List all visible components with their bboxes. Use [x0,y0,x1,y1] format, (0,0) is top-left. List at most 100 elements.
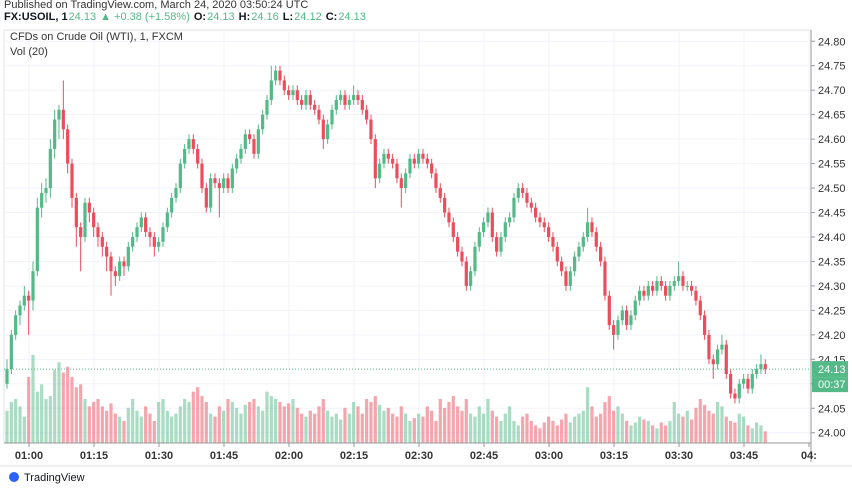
candle-body [178,163,182,189]
volume-bar [31,355,35,443]
volume-bar [508,406,512,443]
candle-body [642,290,646,296]
volume-bar [577,413,581,443]
candle-body [534,207,538,218]
published: Published on TradingView.com, March 24, … [4,0,308,11]
candle-body [716,349,720,365]
candle-body [564,271,568,286]
volume-bar [590,406,594,443]
volume-bar [469,413,473,443]
volume-bar [252,399,256,443]
candles [5,65,767,404]
volume-bar [759,425,763,443]
volume-bar [620,413,624,443]
candle-body [646,285,650,296]
volume [5,355,767,443]
candle-body [122,261,126,267]
candle-body [31,271,35,301]
candle-body [83,202,87,237]
candle-body [217,183,221,189]
volume-bar [35,391,39,443]
candle-body [586,222,590,237]
candle-body [109,256,113,272]
volume-bar [586,387,590,443]
volume-bar [703,404,707,443]
x-tick-label: 02:00 [275,450,303,462]
volume-bar [716,401,720,443]
candle-body [144,217,148,233]
volume-bar [139,416,143,443]
candle-body [157,241,161,247]
candle-body [347,99,351,105]
candle-body [599,246,603,262]
candle-body [551,236,555,247]
volume-bar [334,413,338,443]
x-tick-label: 04: [801,450,817,462]
candle-body [148,232,152,237]
x-tick-label: 02:45 [470,450,498,462]
y-tick-label: 24.55 [818,159,846,171]
candle-body [87,202,91,213]
volume-bar [421,416,425,443]
candle-body [352,95,356,100]
candle-body [74,197,78,228]
volume-bar [187,401,191,443]
candle-body [391,158,395,164]
candle-body [399,178,403,189]
candle-body [321,119,325,140]
candle-body [469,271,473,286]
candle-body [694,290,698,301]
candle-body [239,148,243,159]
candle-body [265,99,269,115]
volume-bar [365,399,369,443]
candle-body [126,246,130,267]
volume-bar [395,416,399,443]
volume-bar [473,416,477,443]
volume-bar [100,406,104,443]
brand: TradingView [24,472,85,484]
candle-body [165,212,169,228]
axes: 24.0024.0524.1024.1524.2024.2524.3024.35… [4,36,848,462]
volume-bar [239,413,243,443]
candle-body [235,158,239,169]
volume-bar [105,410,109,443]
volume-bar [204,401,208,443]
logo [9,472,19,482]
candle-body [482,222,486,233]
candle-body [755,369,759,375]
candle-body [313,104,317,110]
y-tick-label: 24.20 [818,330,846,342]
volume-bar [551,421,555,443]
candle-body [373,139,377,179]
candle-body [612,325,616,335]
x-tick-label: 01:45 [210,450,238,462]
candle-body [664,285,668,296]
volume-bar [482,413,486,443]
candle-body [79,227,83,237]
candle-body [18,305,22,316]
volume-bar [486,399,490,443]
volume-bar [44,399,48,443]
volume-bar [737,413,741,443]
header-item: 24.13 [207,11,235,23]
volume-bar [265,391,269,443]
volume-bar [5,410,9,443]
x-tick-label: 01:15 [80,450,108,462]
y-tick-label: 24.75 [818,61,846,73]
volume-bar [529,421,533,443]
candle-body [417,153,421,164]
volume-bar [382,410,386,443]
volume-bar [581,410,585,443]
candle-body [22,295,26,306]
volume-bar [629,425,633,443]
countdown: 00:37 [818,379,846,391]
header-item: ▲ +0.38 (+1.58%) [100,11,190,23]
volume-bar [74,387,78,443]
candle-body [625,310,629,326]
volume-bar [750,428,754,443]
candle-body [720,344,724,350]
volume-bar [174,413,178,443]
candle-body [521,188,525,193]
